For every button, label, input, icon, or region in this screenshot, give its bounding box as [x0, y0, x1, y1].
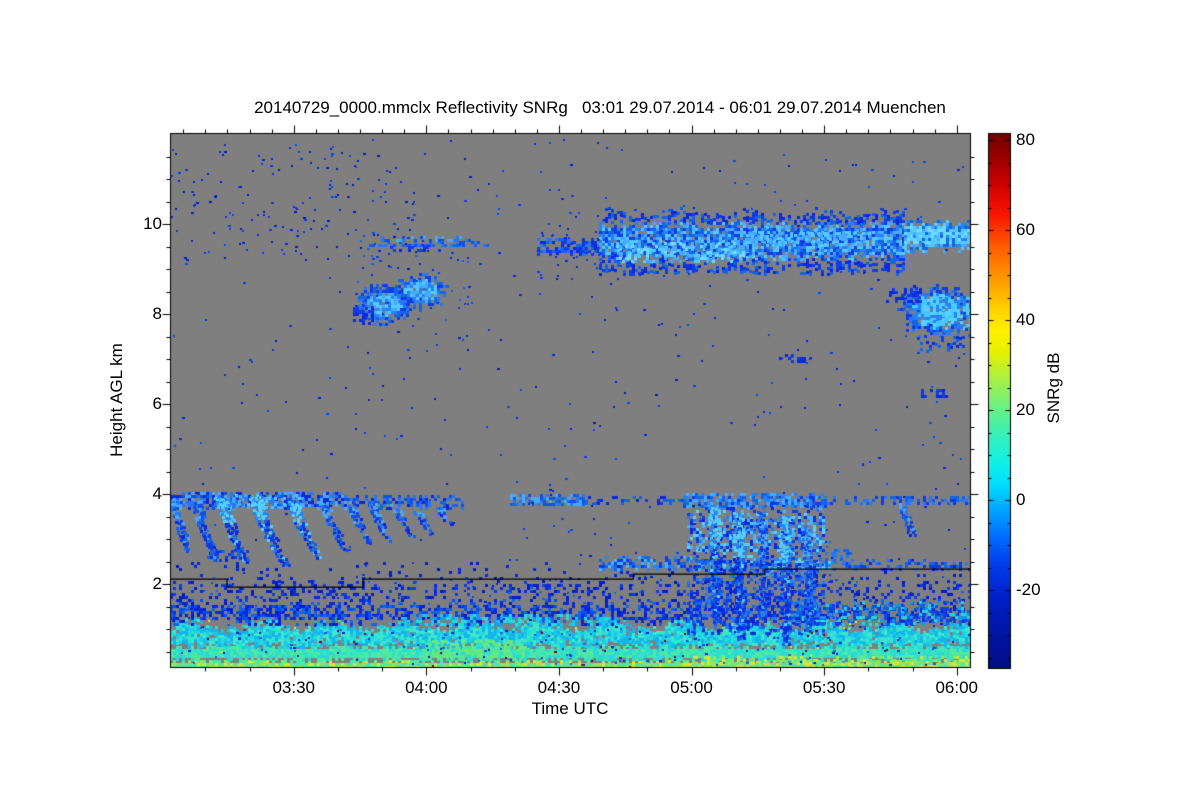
colorbar-tick-label: 0: [1016, 490, 1026, 509]
x-tick-label: 04:30: [537, 678, 581, 697]
x-axis-label: Time UTC: [531, 699, 609, 718]
chart-title: 20140729_0000.mmclx Reflectivity SNRg 03…: [254, 98, 946, 117]
colorbar-tick-label: 40: [1016, 310, 1035, 329]
y-tick-label: 4: [152, 484, 162, 503]
y-tick-label: 8: [152, 304, 162, 323]
colorbar-tick-label: 20: [1016, 400, 1035, 419]
x-tick-label: 05:30: [802, 678, 846, 697]
colorbar-tick-label: -20: [1016, 580, 1041, 599]
y-tick-label: 10: [143, 214, 162, 233]
colorbar-label: SNRg dB: [1044, 352, 1063, 424]
x-tick-label: 06:00: [935, 678, 979, 697]
x-tick-label: 03:30: [272, 678, 316, 697]
colorbar-tick-label: 60: [1016, 220, 1035, 239]
x-tick-label: 05:00: [670, 678, 713, 697]
colorbar-tick-label: 80: [1016, 130, 1035, 149]
y-tick-label: 2: [152, 574, 162, 593]
x-tick-label: 04:00: [405, 678, 448, 697]
y-tick-label: 6: [152, 394, 162, 413]
